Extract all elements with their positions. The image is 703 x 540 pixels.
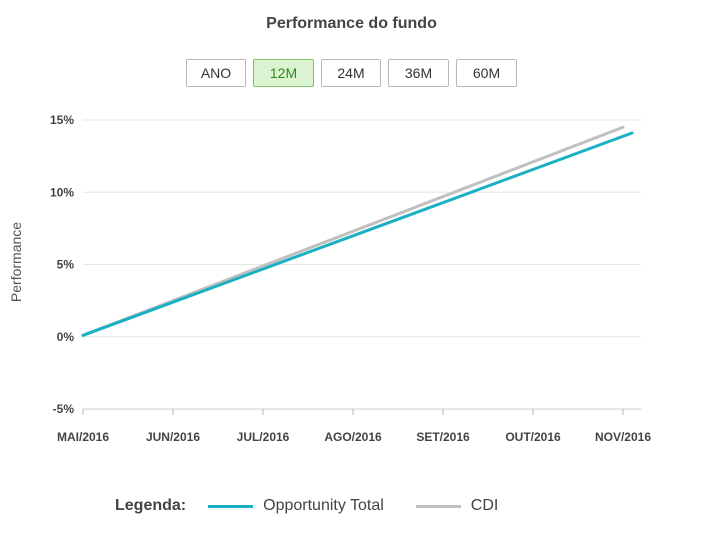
y-tick-label: 5% xyxy=(57,258,75,272)
legend-item-opportunity-total[interactable]: Opportunity Total xyxy=(208,497,384,515)
legend-title: Legenda: xyxy=(115,497,187,514)
chart-legend: Legenda: Opportunity Total CDI xyxy=(115,497,530,515)
x-tick-label: NOV/2016 xyxy=(595,430,651,444)
chart-series xyxy=(81,125,634,337)
legend-swatch-opportunity-total xyxy=(208,504,254,508)
period-button-36m[interactable]: 36M xyxy=(388,59,449,87)
x-tick-label: MAI/2016 xyxy=(57,430,109,444)
period-button-24m[interactable]: 24M xyxy=(321,59,381,87)
chart-title: Performance do fundo xyxy=(266,15,437,32)
y-axis-ticks: 15% 10% 5% 0% -5% xyxy=(50,113,74,416)
period-button-60m[interactable]: 60M xyxy=(456,59,517,87)
x-tick-label: JUL/2016 xyxy=(237,430,290,444)
y-tick-label: -5% xyxy=(53,402,75,416)
x-tick-label: AGO/2016 xyxy=(324,430,382,444)
x-tick-label: OUT/2016 xyxy=(505,430,561,444)
performance-line-chart: 15% 10% 5% 0% -5% MAI/2016 JUN/2016 JUL/2016 AG… xyxy=(8,113,651,444)
x-tick-label: SET/2016 xyxy=(416,430,470,444)
legend-label-opportunity-total: Opportunity Total xyxy=(263,497,384,514)
legend-swatch-cdi xyxy=(415,504,461,508)
x-axis: MAI/2016 JUN/2016 JUL/2016 AGO/2016 SET/2016… xyxy=(57,409,651,444)
series-line-opportunity-total xyxy=(81,131,634,337)
period-selector: ANO 12M 24M 36M 60M xyxy=(186,59,517,87)
y-tick-label: 0% xyxy=(57,330,75,344)
y-axis-label: Performance xyxy=(8,222,24,302)
x-tick-label: JUN/2016 xyxy=(146,430,200,444)
chart-grid xyxy=(83,119,641,410)
period-button-ano[interactable]: ANO xyxy=(186,59,246,87)
y-tick-label: 10% xyxy=(50,185,74,199)
y-tick-label: 15% xyxy=(50,113,74,127)
period-button-12m[interactable]: 12M xyxy=(253,59,314,87)
legend-item-cdi[interactable]: CDI xyxy=(415,497,499,515)
legend-label-cdi: CDI xyxy=(470,497,499,514)
